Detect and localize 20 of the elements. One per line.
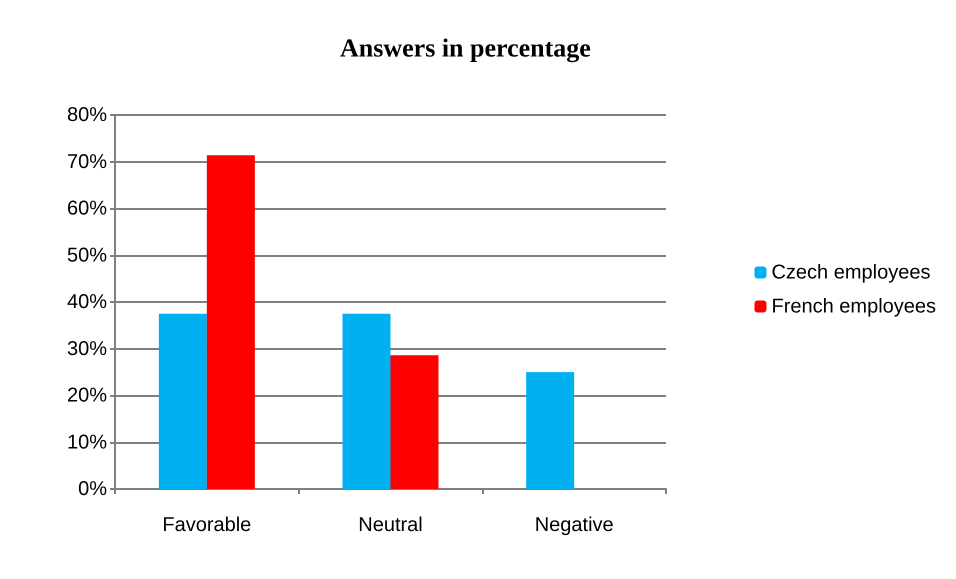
x-tick-label: Negative: [534, 514, 614, 536]
y-tick-label: 70%: [66, 150, 108, 173]
y-tick-label: 80%: [66, 104, 108, 126]
legend-label: Czech employees: [771, 262, 930, 284]
bar: [158, 314, 207, 489]
bar: [206, 155, 255, 489]
legend-label: French employees: [771, 296, 936, 318]
y-tick-label: 50%: [66, 244, 108, 266]
y-tick-label: 20%: [66, 384, 108, 406]
y-tick-label: 60%: [66, 198, 108, 220]
bar: [390, 355, 438, 489]
bar: [342, 314, 390, 489]
y-tick-label: 40%: [66, 291, 108, 313]
y-tick-label: 0%: [78, 478, 108, 500]
x-tick-label: Neutral: [358, 514, 423, 536]
chart-title: Answers in percentage: [340, 34, 591, 62]
bar: [526, 372, 574, 489]
x-tick-label: Favorable: [162, 514, 252, 536]
y-tick-label: 30%: [66, 338, 108, 360]
y-tick-label: 10%: [66, 431, 108, 454]
